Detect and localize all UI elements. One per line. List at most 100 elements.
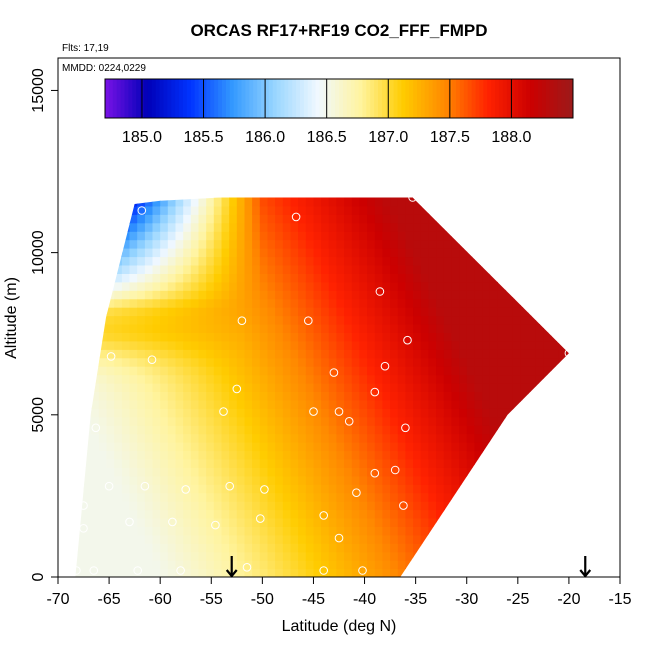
heat-cell [160,248,169,258]
heat-cell [466,425,475,435]
heat-cell [313,518,322,527]
heat-cell [259,231,269,241]
heat-cell [397,273,407,283]
heat-cell [336,197,345,198]
heat-cell [183,256,192,266]
heat-cell [167,290,177,300]
heat-cell [221,205,230,215]
heat-cell [336,340,345,350]
heat-cell [443,340,452,350]
heat-cell [190,551,200,561]
heat-cell [236,205,246,215]
heat-cell [359,324,368,333]
heat-cell [336,433,345,443]
heat-cell [367,399,376,409]
heat-cell [229,307,238,317]
heat-cell [466,307,475,317]
heat-cell [405,197,414,207]
heat-cell [282,518,292,527]
heat-cell [114,391,123,401]
heat-cell [152,248,161,258]
heat-cell [114,425,123,435]
heat-cell [328,484,338,494]
heat-cell [436,307,445,317]
heat-cell [382,290,391,300]
heat-cell [336,298,345,308]
heat-cell [98,433,108,443]
heat-cell [336,281,345,291]
heat-cell [213,197,223,207]
heat-cell [328,281,338,291]
heat-cell [213,315,223,325]
heat-cell [175,551,184,561]
heat-cell [512,324,521,333]
heat-cell [152,231,161,241]
heat-cell [344,290,353,300]
heat-cell [252,408,261,418]
heat-cell [236,273,246,283]
heat-cell [167,560,177,570]
heat-cell [298,222,307,232]
heat-cell [114,332,123,342]
heat-cell [328,391,338,401]
heat-cell [267,501,276,511]
heat-cell [259,197,269,198]
heat-cell [244,501,253,511]
heat-cell [198,290,207,300]
sample-point [242,563,252,572]
heat-cell [405,357,414,367]
heat-cell [397,467,407,477]
heat-cell [282,197,292,198]
heat-cell [175,467,184,477]
sample-point [140,481,150,491]
heat-cell [229,231,238,241]
heat-cell [397,298,407,308]
heat-cell [405,298,414,308]
heat-cell [428,239,437,249]
heat-cell [121,416,131,426]
colorbar-segment [331,79,336,118]
heat-cell [83,568,92,577]
heat-cell [190,214,200,224]
heat-cell [213,340,223,350]
heat-cell [213,543,223,553]
heat-cell [121,391,131,401]
heat-cell [336,197,345,207]
heat-cell [466,416,475,426]
heat-cell [351,391,361,401]
heat-cell [190,467,200,477]
heat-cell [236,357,246,367]
heat-cell [282,332,292,342]
heat-cell [137,366,146,376]
heat-cell [305,391,315,401]
heat-cell [336,307,345,317]
x-tick-label: -20 [557,591,580,608]
heat-cell [374,307,384,317]
heat-cell [137,450,146,460]
heat-cell [443,349,452,359]
heat-cell [367,442,376,452]
heat-cell [313,391,322,401]
heat-cell [497,399,506,409]
heat-cell [397,340,407,350]
heat-cell [183,450,192,460]
heat-cell [167,391,177,401]
heat-cell [359,425,368,435]
colorbar-segment [229,79,235,118]
heat-cell [305,425,315,435]
heat-cell [137,349,146,359]
heat-cell [144,214,154,224]
heat-cell [198,248,207,258]
heat-cell [244,222,253,232]
heat-cell [275,214,284,224]
heat-cell [482,416,491,426]
heat-cell [152,458,161,468]
heat-cell [451,399,460,409]
sample-point [564,348,574,358]
heat-cell [175,416,184,426]
heat-cell [512,366,521,376]
heat-cell [213,391,223,401]
heat-cell [436,281,445,291]
heat-cell [359,298,368,308]
heat-cell [321,205,330,215]
